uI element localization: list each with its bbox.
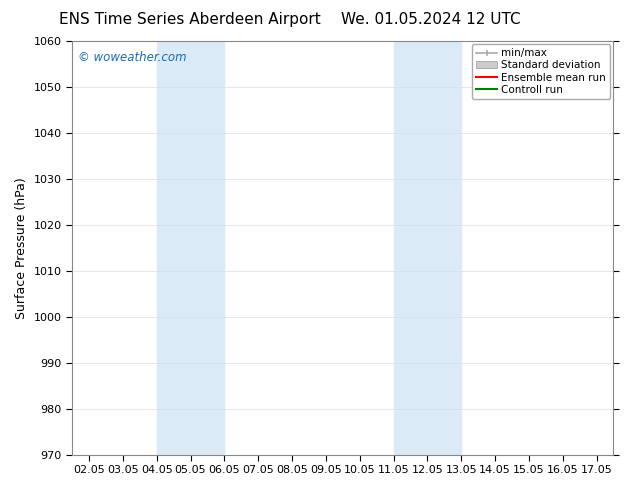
- Text: ENS Time Series Aberdeen Airport: ENS Time Series Aberdeen Airport: [60, 12, 321, 27]
- Text: © woweather.com: © woweather.com: [77, 51, 186, 64]
- Bar: [394, 41, 461, 455]
- Text: We. 01.05.2024 12 UTC: We. 01.05.2024 12 UTC: [341, 12, 521, 27]
- Legend: min/max, Standard deviation, Ensemble mean run, Controll run: min/max, Standard deviation, Ensemble me…: [472, 44, 611, 99]
- Y-axis label: Surface Pressure (hPa): Surface Pressure (hPa): [15, 177, 28, 318]
- Bar: [157, 41, 224, 455]
